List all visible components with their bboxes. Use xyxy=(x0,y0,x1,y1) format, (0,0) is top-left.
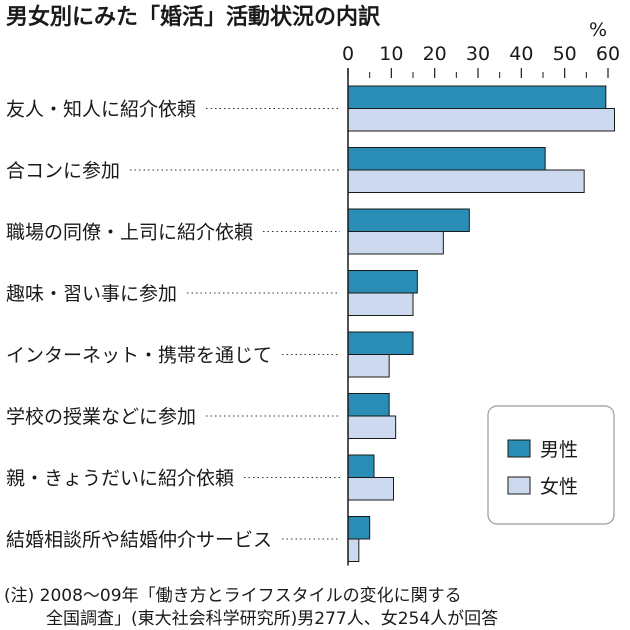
bar-female xyxy=(347,108,615,132)
category-label: 趣味・習い事に参加 xyxy=(6,283,177,305)
bar-male xyxy=(347,393,390,417)
tick-label: 30 xyxy=(466,43,490,65)
tick-label: 60 xyxy=(596,43,620,65)
bar-male xyxy=(347,85,607,109)
tick-label: 0 xyxy=(342,43,354,65)
legend-swatch-male xyxy=(507,439,531,458)
tick-label: 20 xyxy=(423,43,447,65)
legend-box xyxy=(487,405,615,525)
legend-label-male: 男性 xyxy=(540,439,578,461)
x-axis-ticks: 0 10 20 30 40 50 60 xyxy=(342,43,620,78)
bar-female xyxy=(347,231,444,255)
category-label: 合コンに参加 xyxy=(6,160,120,182)
bar-female xyxy=(347,538,360,562)
bar-male xyxy=(347,516,371,540)
note-line-2: 全国調査」(東大社会科学研究所)男277人、女254人が回答 xyxy=(46,609,498,629)
legend-label-female: 女性 xyxy=(540,476,578,498)
category-label: 職場の同僚・上司に紹介依頼 xyxy=(6,222,253,244)
category-label: 友人・知人に紹介依頼 xyxy=(6,99,196,121)
bar-female xyxy=(347,354,390,378)
chart-title: 男女別にみた「婚活」活動状況の内訳 xyxy=(6,4,381,30)
category-label: 学校の授業などに参加 xyxy=(6,406,196,428)
legend-swatch-female xyxy=(507,476,531,495)
bar-male xyxy=(347,208,470,232)
bars xyxy=(347,85,615,562)
bar-female xyxy=(347,415,397,439)
bar-male xyxy=(347,331,414,355)
tick-label: 50 xyxy=(553,43,577,65)
bar-female xyxy=(347,292,414,316)
bar-male xyxy=(347,270,418,294)
bar-male xyxy=(347,454,375,478)
note-line-1: (注) 2008～09年「働き方とライフスタイルの変化に関する xyxy=(4,586,462,606)
category-labels: 友人・知人に紹介依頼合コンに参加職場の同僚・上司に紹介依頼趣味・習い事に参加イン… xyxy=(6,99,340,551)
tick-label: 40 xyxy=(509,43,533,65)
tick-label: 10 xyxy=(379,43,403,65)
unit-label: % xyxy=(589,19,607,41)
bar-female xyxy=(347,169,585,193)
bar-female xyxy=(347,477,394,501)
category-label: 親・きょうだいに紹介依頼 xyxy=(6,468,234,490)
category-label: インターネット・携帯を通じて xyxy=(6,345,272,367)
legend: 男性 女性 xyxy=(487,405,615,525)
category-label: 結婚相談所や結婚仲介サービス xyxy=(6,529,272,551)
bar-male xyxy=(347,147,546,171)
